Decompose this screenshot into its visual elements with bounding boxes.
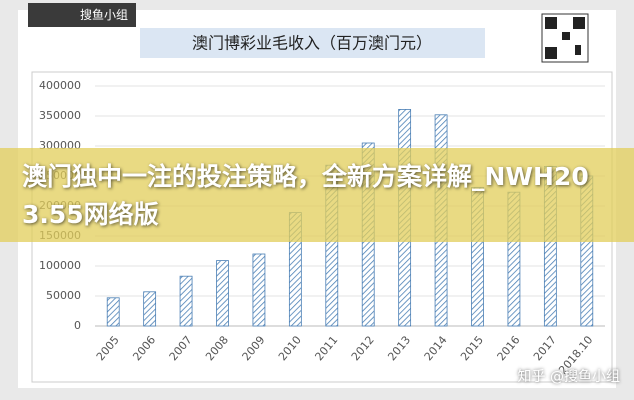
y-tick-label: 100000 bbox=[39, 259, 81, 272]
chart-title: 澳门博彩业毛收入（百万澳门元） bbox=[192, 34, 432, 53]
logo: 搜鱼小组 bbox=[28, 3, 136, 27]
banner-text: 澳门独中一注的投注策略，全新方案详解_NWH203.55网络版 bbox=[22, 162, 589, 229]
y-tick-label: 350000 bbox=[39, 109, 81, 122]
qr-code bbox=[541, 13, 589, 63]
bar bbox=[143, 291, 157, 327]
bar bbox=[252, 253, 266, 327]
bar bbox=[216, 260, 229, 327]
watermark: 知乎 @搜鱼小组 bbox=[517, 369, 620, 385]
bar bbox=[106, 297, 120, 327]
title-box bbox=[140, 28, 485, 58]
bar bbox=[179, 275, 193, 327]
y-tick-label: 50000 bbox=[46, 289, 81, 302]
y-tick-label: 400000 bbox=[39, 79, 81, 92]
banner bbox=[0, 148, 634, 242]
y-tick-label: 0 bbox=[74, 319, 81, 332]
